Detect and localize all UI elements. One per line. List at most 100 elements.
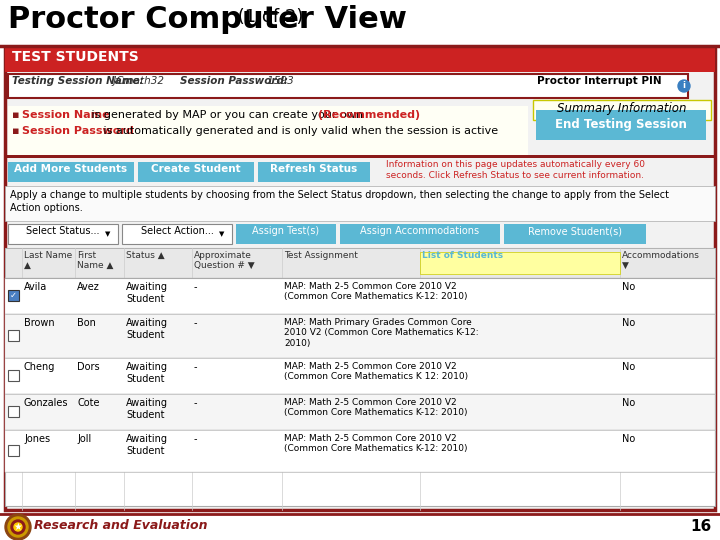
- Text: Session Name: Session Name: [22, 110, 109, 120]
- Bar: [420, 252, 620, 274]
- Bar: [8, 370, 19, 381]
- Text: Dors: Dors: [77, 362, 99, 372]
- Text: (Recommended): (Recommended): [318, 110, 420, 120]
- Text: Awaiting
Student: Awaiting Student: [126, 398, 168, 420]
- Text: End Testing Session: End Testing Session: [555, 118, 687, 131]
- Text: JCmath32: JCmath32: [110, 76, 167, 86]
- Text: Avez: Avez: [77, 282, 100, 292]
- Text: ▼: ▼: [220, 231, 225, 237]
- Text: 16: 16: [690, 519, 712, 534]
- Text: MAP: Math 2-5 Common Core 2010 V2
(Common Core Mathematics K-12: 2010): MAP: Math 2-5 Common Core 2010 V2 (Commo…: [284, 282, 467, 301]
- Circle shape: [8, 517, 28, 537]
- Text: Cote: Cote: [77, 398, 99, 408]
- Bar: [236, 224, 336, 244]
- Bar: [8, 224, 118, 244]
- Text: Information on this page updates automatically every 60
seconds. Click Refresh S: Information on this page updates automat…: [386, 160, 645, 180]
- Text: Create Student: Create Student: [151, 164, 240, 174]
- Text: Awaiting
Student: Awaiting Student: [126, 318, 168, 340]
- Text: Last Name
▲: Last Name ▲: [24, 251, 72, 270]
- Bar: [5, 48, 715, 72]
- Text: Awaiting
Student: Awaiting Student: [126, 362, 168, 383]
- Text: ★: ★: [14, 522, 22, 532]
- Text: MAP: Math 2-5 Common Core 2010 V2
(Common Core Mathematics K 12: 2010): MAP: Math 2-5 Common Core 2010 V2 (Commo…: [284, 362, 468, 381]
- Circle shape: [678, 80, 690, 92]
- Text: -: -: [194, 398, 197, 408]
- Text: Assign Accommodations: Assign Accommodations: [361, 226, 480, 236]
- Text: is generated by MAP or you can create your own: is generated by MAP or you can create yo…: [88, 110, 366, 120]
- Text: List of Students: List of Students: [422, 251, 503, 260]
- Text: Remove Student(s): Remove Student(s): [528, 226, 622, 236]
- Text: Add More Students: Add More Students: [14, 164, 127, 174]
- Text: ✓: ✓: [9, 291, 17, 300]
- Text: 1593: 1593: [264, 76, 294, 86]
- Bar: [8, 330, 19, 341]
- Text: Accommodations
▼: Accommodations ▼: [622, 251, 700, 270]
- Text: Awaiting
Student: Awaiting Student: [126, 434, 168, 456]
- Bar: [258, 162, 370, 182]
- Text: Proctor Interrupt PIN: Proctor Interrupt PIN: [537, 76, 662, 86]
- Bar: [8, 445, 19, 456]
- Text: Select Status...: Select Status...: [26, 226, 100, 236]
- Text: No: No: [622, 434, 635, 444]
- Text: Proctor Computer View: Proctor Computer View: [8, 5, 407, 34]
- Text: MAP: Math Primary Grades Common Core
2010 V2 (Common Core Mathematics K-12:
2010: MAP: Math Primary Grades Common Core 201…: [284, 318, 479, 348]
- Text: Summary Information: Summary Information: [557, 102, 687, 115]
- Bar: [5, 48, 715, 510]
- Text: Gonzales: Gonzales: [24, 398, 68, 408]
- Text: i: i: [683, 82, 685, 91]
- Text: No: No: [622, 282, 635, 292]
- Bar: [8, 106, 528, 156]
- Text: Brown: Brown: [24, 318, 55, 328]
- Text: Cheng: Cheng: [24, 362, 55, 372]
- Text: Assign Test(s): Assign Test(s): [253, 226, 320, 236]
- Bar: [536, 110, 706, 140]
- Text: Apply a change to multiple students by choosing from the Select Status dropdown,: Apply a change to multiple students by c…: [10, 190, 669, 213]
- Bar: [5, 248, 715, 506]
- Text: Status ▲: Status ▲: [126, 251, 165, 260]
- Bar: [5, 278, 715, 314]
- Text: Testing Session Name:: Testing Session Name:: [12, 76, 143, 86]
- Text: MAP: Math 2-5 Common Core 2010 V2
(Common Core Mathematics K-12: 2010): MAP: Math 2-5 Common Core 2010 V2 (Commo…: [284, 398, 467, 417]
- Bar: [504, 224, 646, 244]
- Text: ▪: ▪: [12, 126, 19, 136]
- Text: -: -: [194, 282, 197, 292]
- Text: First
Name ▲: First Name ▲: [77, 251, 113, 270]
- Text: Jones: Jones: [24, 434, 50, 444]
- Bar: [5, 155, 715, 158]
- Text: Session Password:: Session Password:: [180, 76, 288, 86]
- Bar: [5, 186, 715, 221]
- Bar: [138, 162, 254, 182]
- Text: is automatically generated and is only valid when the session is active: is automatically generated and is only v…: [100, 126, 498, 136]
- Text: Research and Evaluation: Research and Evaluation: [34, 519, 207, 532]
- Text: No: No: [622, 362, 635, 372]
- Bar: [340, 224, 500, 244]
- Text: -: -: [194, 318, 197, 328]
- Bar: [0, 514, 720, 540]
- Text: ▪: ▪: [12, 110, 19, 120]
- Circle shape: [14, 523, 22, 531]
- Bar: [5, 248, 715, 278]
- Text: No: No: [622, 398, 635, 408]
- Text: Test Assignment: Test Assignment: [284, 251, 358, 260]
- Text: -: -: [194, 362, 197, 372]
- Text: No: No: [622, 318, 635, 328]
- Text: -: -: [194, 434, 197, 444]
- Text: Joll: Joll: [77, 434, 91, 444]
- Bar: [533, 100, 711, 120]
- Bar: [122, 224, 232, 244]
- Bar: [5, 430, 715, 472]
- Bar: [8, 74, 688, 98]
- Circle shape: [11, 520, 25, 534]
- Text: Approximate
Question # ▼: Approximate Question # ▼: [194, 251, 255, 270]
- Text: Refresh Status: Refresh Status: [271, 164, 358, 174]
- Bar: [8, 162, 134, 182]
- Bar: [8, 290, 19, 301]
- Text: TEST STUDENTS: TEST STUDENTS: [12, 50, 139, 64]
- Text: Awaiting
Student: Awaiting Student: [126, 282, 168, 303]
- Bar: [5, 314, 715, 358]
- Bar: [8, 406, 19, 417]
- Text: Select Action...: Select Action...: [140, 226, 213, 236]
- Text: ▼: ▼: [105, 231, 111, 237]
- Bar: [5, 394, 715, 430]
- Circle shape: [5, 514, 31, 540]
